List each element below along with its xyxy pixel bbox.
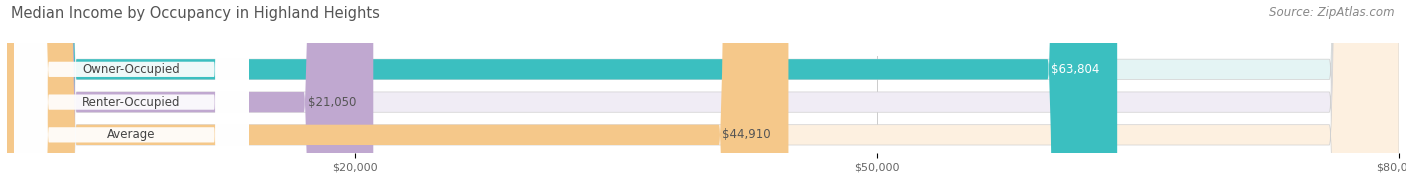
FancyBboxPatch shape (7, 0, 1399, 196)
FancyBboxPatch shape (7, 0, 789, 196)
Text: Owner-Occupied: Owner-Occupied (83, 63, 180, 76)
FancyBboxPatch shape (14, 0, 249, 196)
Text: $63,804: $63,804 (1052, 63, 1099, 76)
Text: Source: ZipAtlas.com: Source: ZipAtlas.com (1270, 6, 1395, 19)
FancyBboxPatch shape (14, 0, 249, 196)
Text: $44,910: $44,910 (723, 128, 770, 141)
FancyBboxPatch shape (14, 0, 249, 196)
Text: Average: Average (107, 128, 156, 141)
FancyBboxPatch shape (7, 0, 1118, 196)
Text: Renter-Occupied: Renter-Occupied (82, 96, 181, 109)
Text: Median Income by Occupancy in Highland Heights: Median Income by Occupancy in Highland H… (11, 6, 380, 21)
FancyBboxPatch shape (7, 0, 1399, 196)
FancyBboxPatch shape (7, 0, 1399, 196)
Text: $21,050: $21,050 (308, 96, 356, 109)
FancyBboxPatch shape (7, 0, 373, 196)
